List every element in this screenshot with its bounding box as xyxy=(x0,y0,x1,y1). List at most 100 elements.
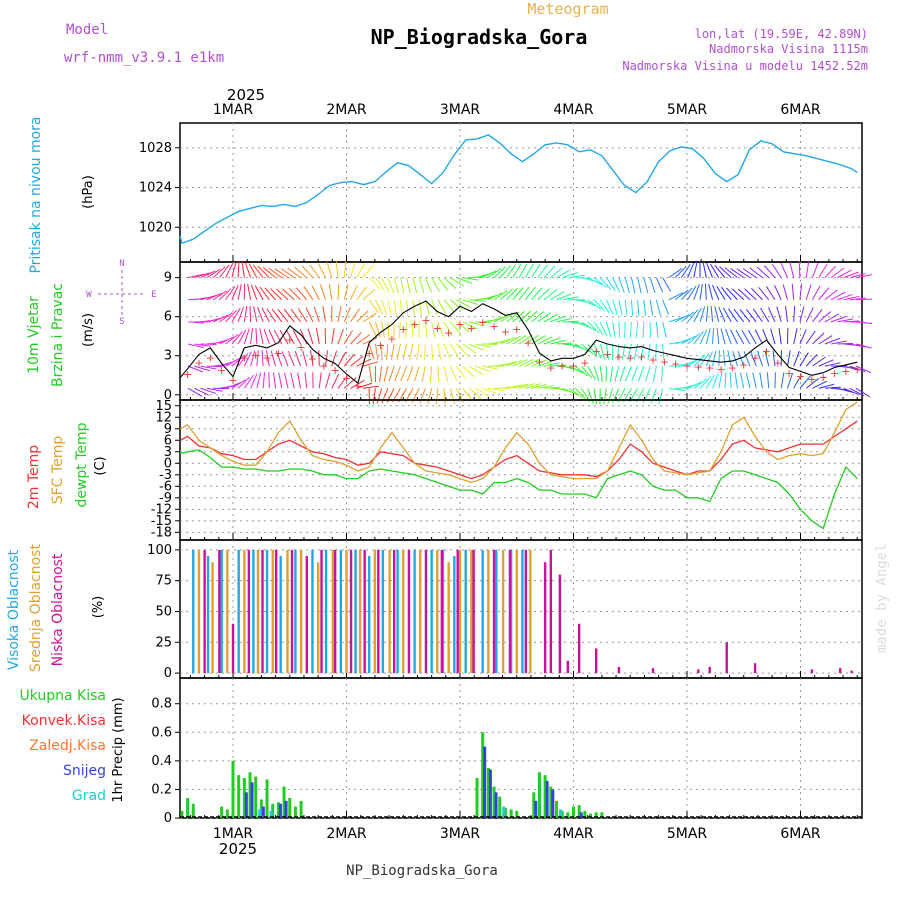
wind-arrow xyxy=(742,268,757,279)
cloud-mid-bar xyxy=(358,549,362,674)
wind-arrow xyxy=(749,267,763,279)
wind-arrow xyxy=(194,387,210,396)
wind-arrow xyxy=(294,350,302,367)
wind-arrow xyxy=(243,351,252,367)
wind-arrow xyxy=(231,262,237,278)
wind-arrow xyxy=(350,379,365,389)
cloud-high-bar xyxy=(396,549,399,674)
wind-arrow xyxy=(285,329,295,345)
wind-arrow xyxy=(759,372,763,389)
wind-arrow xyxy=(231,308,241,323)
wind-arrow xyxy=(662,321,667,338)
wind-arrow xyxy=(624,299,628,316)
wind-arrow xyxy=(280,268,295,279)
wind-arrow xyxy=(449,321,462,335)
wind-arrow xyxy=(381,299,388,316)
cloud-mid-bar xyxy=(419,549,422,674)
wind-arrow xyxy=(512,359,528,367)
gust-marker: + xyxy=(523,337,532,350)
gust-marker: + xyxy=(433,322,442,335)
time-label-top: 2MAR xyxy=(326,102,367,118)
wind-arrow xyxy=(219,336,234,345)
wind-arrow xyxy=(512,383,529,389)
wind-arrow xyxy=(818,359,834,367)
cloud-low-bar xyxy=(440,549,444,674)
compass-letter: E xyxy=(151,290,156,300)
wind-arrow xyxy=(456,343,468,356)
wind-arrow xyxy=(710,305,714,322)
cloud-mid-bar xyxy=(331,549,335,674)
cloud-low-bar xyxy=(810,669,814,674)
wind-arrow xyxy=(311,285,320,300)
wind-arrow xyxy=(450,277,465,287)
cloud-high-bar xyxy=(220,549,223,674)
wind-arrow xyxy=(277,309,289,323)
wind-arrow xyxy=(712,373,719,389)
cloud-high-label: Visoka Oblacnost xyxy=(6,549,22,670)
wind-arrow xyxy=(262,372,266,389)
wind-arrow xyxy=(292,329,301,345)
precip-total-bar xyxy=(554,800,558,818)
y-tick-label: -3 xyxy=(159,468,172,483)
wind-arrow xyxy=(481,387,497,394)
precip-total-bar xyxy=(475,778,479,818)
cloud-low-bar xyxy=(595,648,598,674)
y-tick-label: 6 xyxy=(164,433,172,448)
snow-bar xyxy=(545,780,549,818)
wind-arrow xyxy=(437,343,442,360)
cloud-high-bar xyxy=(294,549,297,674)
wind-arrow xyxy=(735,329,745,345)
wind-arrow xyxy=(283,372,289,389)
precip-total-bar xyxy=(293,806,297,818)
wind-arrow xyxy=(518,286,530,301)
wind-arrow xyxy=(716,285,726,301)
precip-total-bar xyxy=(503,808,507,818)
precip-total-bar xyxy=(560,810,564,818)
wind-arrow xyxy=(612,277,621,293)
precip-total-bar xyxy=(299,800,303,818)
wind-arrow xyxy=(398,321,401,338)
wind-arrow xyxy=(381,277,390,293)
gust-marker: + xyxy=(739,359,748,372)
wind-arrow xyxy=(856,298,873,301)
wind-arrow xyxy=(681,311,695,323)
cloud-low-label: Niska Oblacnost xyxy=(50,553,66,666)
wind-arrow xyxy=(837,318,854,323)
wind-arrow xyxy=(518,310,532,323)
wind-arrow xyxy=(237,283,242,300)
wind-arrow xyxy=(855,387,870,398)
gust-marker: + xyxy=(444,326,453,339)
wind-arrow xyxy=(268,372,270,389)
precip-total-bar xyxy=(220,806,224,818)
wind-arrow xyxy=(575,321,591,328)
cloud-high-bar xyxy=(430,549,433,674)
wind-arrow xyxy=(418,277,425,294)
precip-total-bar xyxy=(549,786,553,818)
wind-arrow xyxy=(406,365,414,382)
cloud-unit-label: (%) xyxy=(91,596,106,619)
wind-arrow xyxy=(390,343,395,360)
wind-arrow xyxy=(328,283,333,300)
wind-arrow xyxy=(739,309,751,323)
wind-arrow xyxy=(493,314,509,323)
wind-arrow xyxy=(758,287,770,301)
wind-arrow xyxy=(693,261,698,278)
wind-arrow xyxy=(411,321,414,338)
wind-speed-line xyxy=(179,300,858,385)
wind-axis-label: 10m Vjetar xyxy=(26,296,42,374)
footer-title: NP_Biogradska_Gora xyxy=(346,863,498,879)
cloud-low-bar xyxy=(320,549,323,674)
precip-total-bar xyxy=(186,798,190,818)
wind-arrow xyxy=(326,262,333,278)
wind-arrow xyxy=(799,352,809,367)
wind-arrow xyxy=(350,355,364,367)
wind-arrow xyxy=(718,350,721,367)
wind-arrow xyxy=(581,365,593,379)
wind-arrow xyxy=(771,263,782,278)
y-tick-label: 50 xyxy=(155,604,172,619)
precip-total-bar xyxy=(481,732,485,818)
cloud-low-bar xyxy=(558,574,562,674)
y-tick-label: 1028 xyxy=(139,141,172,156)
y-tick-label: 6 xyxy=(164,310,172,325)
cloud-high-bar xyxy=(237,549,240,674)
